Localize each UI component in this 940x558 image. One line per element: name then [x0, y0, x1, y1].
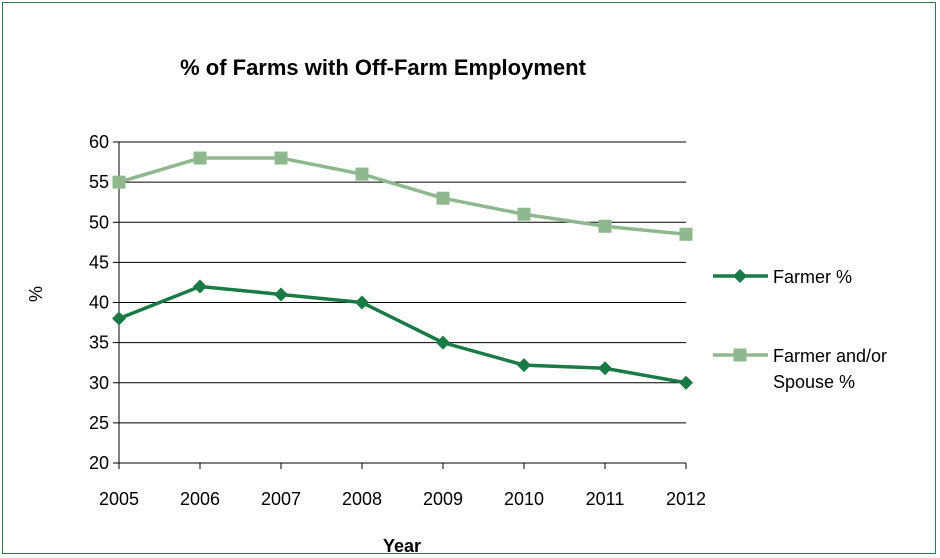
x-tick-label-2008: 2008 — [342, 489, 382, 509]
y-tick-label-50: 50 — [89, 212, 109, 232]
x-tick-label-2012: 2012 — [666, 489, 706, 509]
y-tick-label-30: 30 — [89, 373, 109, 393]
series-1-point-2007 — [274, 287, 288, 302]
y-tick-label-35: 35 — [89, 333, 109, 353]
x-tick-label-2009: 2009 — [423, 489, 463, 509]
legend-item-1-label-1: Farmer % — [773, 267, 852, 287]
series-1-line — [118, 284, 687, 385]
legend-item-2-label-1: Farmer and/or — [773, 346, 887, 366]
series-2-point-2012 — [679, 227, 693, 241]
series-1-point-2005 — [112, 311, 126, 326]
axes — [118, 142, 687, 469]
x-tick-labels: 2005 2006 2007 2008 2009 2010 2011 2012 — [99, 489, 706, 509]
x-tick-label-2007: 2007 — [261, 489, 301, 509]
series-group — [112, 151, 693, 390]
series-2-point-2010 — [517, 207, 531, 221]
series-2-point-2011 — [598, 219, 612, 233]
y-tick-label-40: 40 — [89, 293, 109, 313]
series-1-point-2012 — [679, 375, 693, 390]
series-1-point-2008 — [355, 295, 369, 310]
series-1-point-2010 — [517, 358, 531, 373]
legend-item-1-marker — [733, 269, 747, 283]
y-tick-label-45: 45 — [89, 252, 109, 272]
x-axis-title: Year — [383, 536, 421, 556]
legend-item-2-marker — [733, 348, 747, 362]
legend-item-2-label-2: Spouse % — [773, 372, 855, 392]
series-2-point-2005 — [112, 175, 126, 189]
legend: Farmer % Farmer and/or Spouse % — [713, 267, 887, 392]
series-2-point-2007 — [274, 151, 288, 165]
y-tick-label-60: 60 — [89, 132, 109, 152]
x-tick-label-2011: 2011 — [586, 489, 625, 509]
x-tick-label-2010: 2010 — [504, 489, 544, 509]
series-1-point-2009 — [436, 335, 450, 350]
y-tick-label-55: 55 — [89, 172, 109, 192]
series-2-point-2009 — [436, 191, 450, 205]
series-2-point-2006 — [193, 151, 207, 165]
x-tick-label-2005: 2005 — [99, 489, 139, 509]
series-1-point-2006 — [193, 279, 207, 294]
y-axis-title: % — [26, 286, 46, 302]
x-tick-label-2006: 2006 — [180, 489, 220, 509]
y-tick-label-20: 20 — [89, 453, 109, 473]
gridlines — [113, 141, 686, 464]
series-2-point-2008 — [355, 167, 369, 181]
y-tick-label-25: 25 — [89, 413, 109, 433]
series-2-line — [118, 156, 687, 237]
y-tick-labels: 20 25 30 35 40 45 50 55 60 — [89, 132, 109, 473]
series-1-point-2011 — [598, 361, 612, 376]
chart-title: % of Farms with Off-Farm Employment — [180, 55, 586, 80]
